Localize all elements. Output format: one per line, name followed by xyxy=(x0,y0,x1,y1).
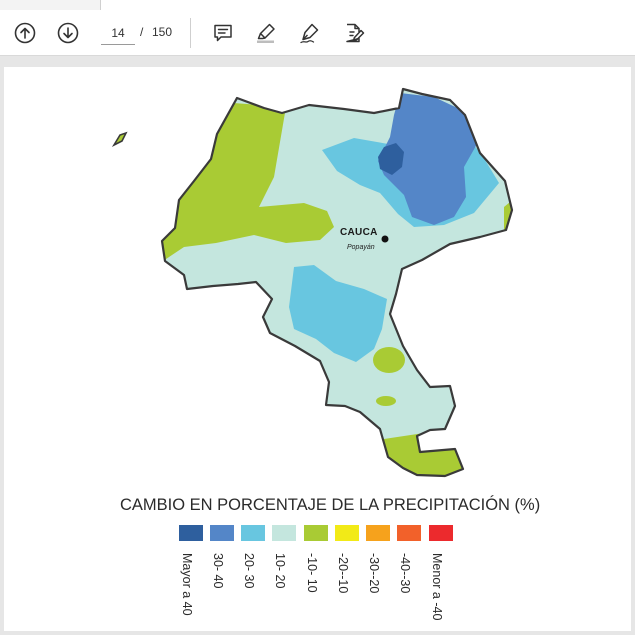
sign-button[interactable] xyxy=(297,20,323,46)
legend-label-text: 10- 20 xyxy=(273,553,287,589)
zone-20-30-central xyxy=(289,265,387,362)
city-point xyxy=(381,235,389,243)
pen-sign-icon xyxy=(300,23,319,44)
legend-label-text: -40--30 xyxy=(398,553,412,594)
legend-label-text: Menor a -40 xyxy=(430,553,444,621)
arrow-down-circle-icon xyxy=(57,22,79,44)
zone-over-40 xyxy=(378,143,404,175)
legend-swatch xyxy=(366,525,390,541)
precipitation-change-map xyxy=(111,87,514,478)
legend-label: Menor a -40 xyxy=(429,553,453,620)
legend-label-text: -10- 10 xyxy=(305,553,319,593)
page-number-input[interactable] xyxy=(101,22,135,45)
highlighter-icon xyxy=(257,23,275,43)
comment-icon xyxy=(214,24,232,42)
zone-30-40 xyxy=(378,93,477,225)
toolbar-divider xyxy=(190,18,191,48)
legend-label: Mayor a 40 xyxy=(179,553,203,616)
zone-minus10-10-spot xyxy=(373,347,405,373)
legend-swatch xyxy=(272,525,296,541)
total-pages: 150 xyxy=(152,25,173,39)
active-tab[interactable] xyxy=(0,0,101,10)
pdf-toolbar: / 150 xyxy=(0,10,635,56)
department-label: CAUCA xyxy=(340,227,378,238)
legend-swatch xyxy=(397,525,421,541)
legend-label: 10- 20 xyxy=(272,553,296,613)
highlight-button[interactable] xyxy=(253,20,279,46)
comment-button[interactable] xyxy=(210,20,236,46)
legend-label-text: -30--20 xyxy=(367,553,381,594)
legend-label: -20--10 xyxy=(335,553,359,613)
legend-swatch xyxy=(335,525,359,541)
legend-label: -40--30 xyxy=(397,553,421,613)
edit-document-icon xyxy=(346,23,365,43)
legend-label: 20- 30 xyxy=(241,553,265,613)
document-viewer[interactable]: CAUCA Popayán CAMBIO EN PORCENTAJE DE LA… xyxy=(0,57,635,635)
precipitation-zones xyxy=(162,89,512,476)
city-label: Popayán xyxy=(347,244,375,251)
legend-label: -10- 10 xyxy=(304,553,328,613)
page-separator: / xyxy=(140,25,144,39)
legend-title: CAMBIO EN PORCENTAJE DE LA PRECIPITACIÓN… xyxy=(120,496,541,514)
legend-swatch xyxy=(179,525,203,541)
legend-label: 30- 40 xyxy=(210,553,234,613)
legend-label-text: 30- 40 xyxy=(211,553,225,589)
pdf-page: CAUCA Popayán CAMBIO EN PORCENTAJE DE LA… xyxy=(4,67,631,631)
next-page-button[interactable] xyxy=(55,20,81,46)
legend-swatch xyxy=(210,525,234,541)
zone-20-30-west xyxy=(262,337,282,362)
island-shape xyxy=(111,131,128,147)
zone-minus10-10-spot xyxy=(376,396,396,406)
legend-label-text: 20- 30 xyxy=(242,553,256,589)
legend-label-text: Mayor a 40 xyxy=(180,553,194,616)
legend-swatch xyxy=(304,525,328,541)
tab-strip xyxy=(0,0,635,10)
edit-document-button[interactable] xyxy=(341,20,367,46)
arrow-up-circle-icon xyxy=(14,22,36,44)
legend-label: -30--20 xyxy=(366,553,390,613)
legend-swatch xyxy=(241,525,265,541)
legend-label-text: -20--10 xyxy=(336,553,350,594)
legend-swatch xyxy=(429,525,453,541)
previous-page-button[interactable] xyxy=(12,20,38,46)
